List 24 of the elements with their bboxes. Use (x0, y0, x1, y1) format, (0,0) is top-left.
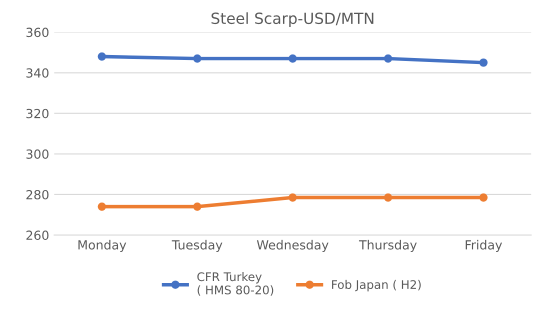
x-tick-label: Monday (78, 240, 126, 252)
y-tick-label: 280 (26, 190, 49, 200)
point (98, 52, 106, 61)
y-tick-label: 360 (26, 28, 49, 38)
y-tick-label: 340 (26, 68, 49, 78)
legend-label: CFR Turkey ( HMS 80-20) (197, 272, 274, 296)
point (384, 193, 392, 202)
point (384, 54, 392, 63)
point (479, 58, 488, 67)
point (479, 193, 488, 202)
x-tick-label: Thursday (358, 240, 417, 252)
chart-title: Steel Scarp-USD/MTN (212, 12, 374, 28)
legend-label: Fob Japan ( H2) (332, 280, 421, 292)
x-tick-label: Tuesday (172, 240, 222, 252)
x-tick-label: Wednesday (256, 240, 328, 252)
y-tick-label: 260 (26, 230, 49, 240)
point (193, 54, 202, 63)
point (193, 202, 202, 211)
x-tick-label: Friday (466, 240, 502, 252)
y-tick-label: 320 (26, 108, 49, 118)
y-tick-label: 300 (26, 149, 49, 159)
point (288, 54, 297, 63)
point (288, 193, 297, 202)
point (98, 202, 106, 211)
